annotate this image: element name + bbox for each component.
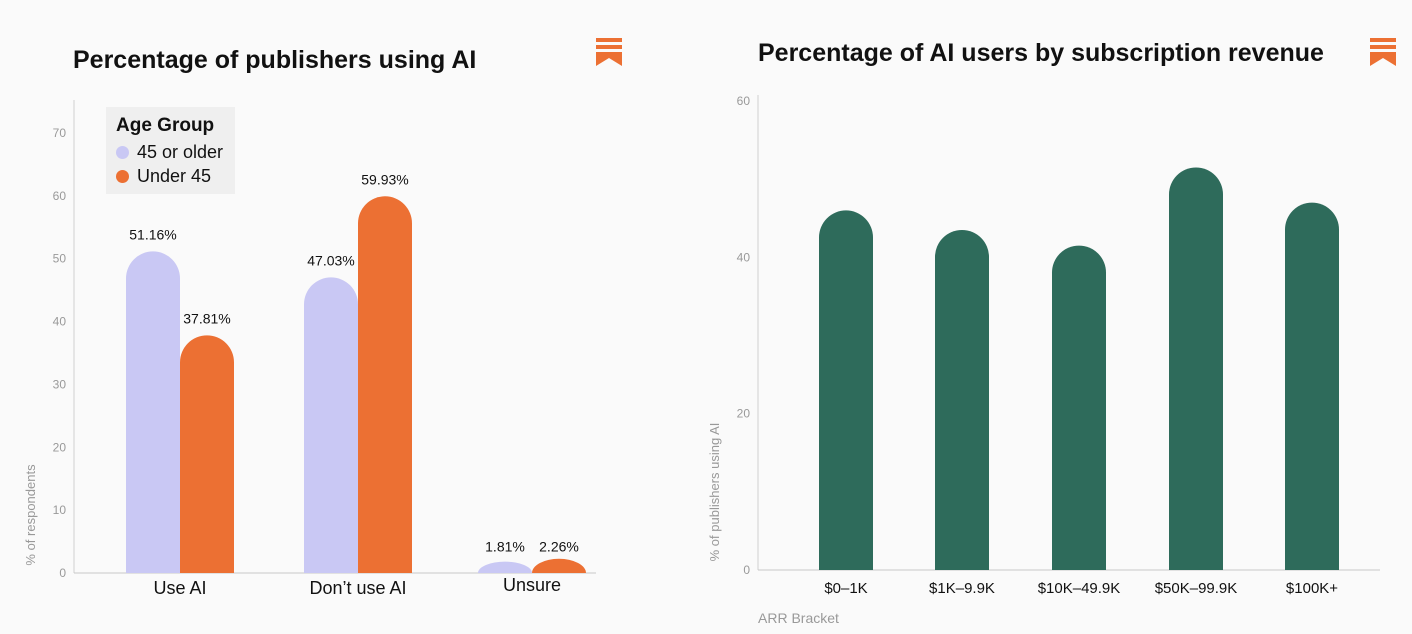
bar <box>1285 202 1339 570</box>
bar <box>935 229 989 571</box>
legend-title: Age Group <box>116 115 215 136</box>
data-label: 37.81% <box>183 310 230 326</box>
x-tick-label: $100K+ <box>1286 580 1338 597</box>
bar <box>126 251 180 573</box>
x-tick-label: Unsure <box>503 575 561 595</box>
x-tick-label: $10K–49.9K <box>1038 580 1121 597</box>
y-axis-label: % of publishers using AI <box>707 423 722 562</box>
legend-swatch <box>116 145 129 159</box>
bar <box>304 277 358 573</box>
y-tick-label: 10 <box>53 503 67 517</box>
bar <box>1169 167 1223 571</box>
legend-label: 45 or older <box>137 141 224 162</box>
bookmark-icon[interactable] <box>596 38 622 66</box>
y-tick-label: 50 <box>53 252 67 266</box>
chart-title: Percentage of publishers using AI <box>73 46 477 74</box>
data-label: 2.26% <box>539 539 579 555</box>
y-tick-label: 40 <box>53 315 67 329</box>
x-tick-label: Use AI <box>153 578 206 598</box>
bar <box>478 561 532 573</box>
y-tick-label: 20 <box>53 440 67 454</box>
data-label: 59.93% <box>361 171 408 187</box>
chart-panel-right: Percentage of AI users by subscription r… <box>690 0 1412 634</box>
bar <box>1052 245 1106 570</box>
bar <box>532 558 586 573</box>
y-axis-label: % of respondents <box>23 464 38 566</box>
bar-chart-left: 0 10 20 30 40 50 60 70 % of respondents 51.16% 37.… <box>23 100 596 598</box>
y-tick-label: 60 <box>53 189 67 203</box>
bookmark-icon[interactable] <box>1370 38 1396 66</box>
data-label: 51.16% <box>129 226 176 242</box>
bar-chart-right: 0 20 40 60 % of publishers using AI ARR Brack… <box>707 94 1380 626</box>
y-tick-label: 60 <box>737 94 751 108</box>
x-tick-label: Don’t use AI <box>309 578 406 598</box>
legend: Age Group 45 or older Under 45 <box>106 107 236 194</box>
y-tick-label: 70 <box>53 126 67 140</box>
legend-swatch <box>116 169 129 183</box>
x-tick-label: $50K–99.9K <box>1155 580 1238 597</box>
x-tick-label: $0–1K <box>824 580 867 597</box>
bar <box>819 210 873 570</box>
x-axis-label: ARR Bracket <box>758 610 839 626</box>
data-label: 1.81% <box>485 539 525 555</box>
y-tick-label: 40 <box>737 250 751 264</box>
data-label: 47.03% <box>307 252 354 268</box>
y-tick-label: 20 <box>737 407 751 421</box>
legend-item-45-or-older: 45 or older <box>116 140 223 164</box>
bar <box>358 196 412 573</box>
chart-panel-left: Percentage of publishers using AI 0 10 20 3… <box>0 0 690 634</box>
legend-label: Under 45 <box>137 165 212 186</box>
chart-title: Percentage of AI users by subscription r… <box>758 39 1324 67</box>
bar <box>180 335 234 573</box>
y-tick-label: 0 <box>59 566 66 580</box>
x-tick-label: $1K–9.9K <box>929 580 995 597</box>
y-tick-label: 30 <box>53 377 67 391</box>
y-tick-label: 0 <box>743 563 750 577</box>
legend-item-under-45: Under 45 <box>116 164 223 188</box>
